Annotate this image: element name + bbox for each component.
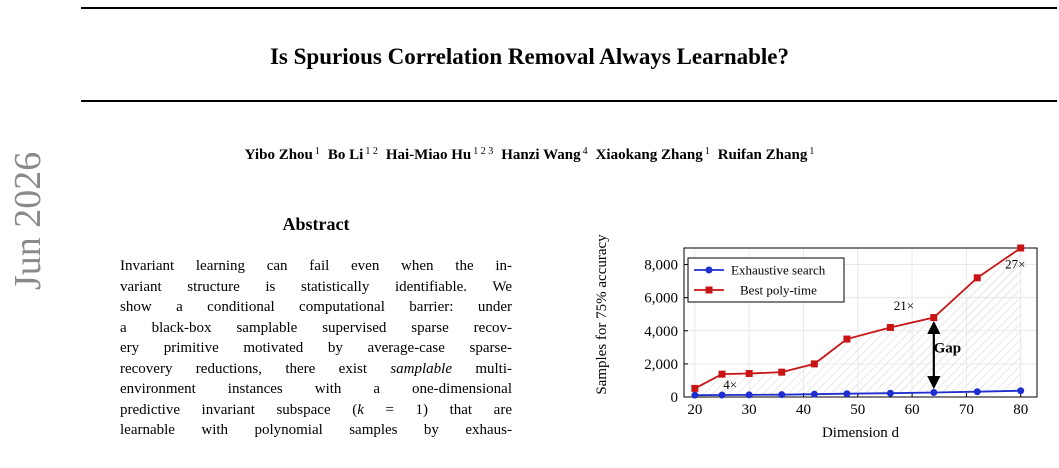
author-name: Hanzi Wang 4 <box>501 146 588 163</box>
x-tick-label: 50 <box>850 402 865 418</box>
data-point <box>843 390 851 398</box>
top-rule <box>81 7 1057 9</box>
annotation-label: 4× <box>723 377 737 392</box>
author-name: Bo Li 1 2 <box>327 146 378 163</box>
abstract-line: variant structure is statistically ident… <box>120 278 512 295</box>
author-affiliation: 1 2 <box>365 146 378 157</box>
x-tick-label: 70 <box>959 402 974 418</box>
data-point <box>778 391 786 399</box>
legend: Exhaustive search Best poly-time <box>687 257 845 303</box>
x-tick-label: 60 <box>905 402 920 418</box>
data-point <box>691 391 699 399</box>
data-point <box>886 323 894 331</box>
abstract-line: learnable with polynomial samples by exh… <box>120 422 512 438</box>
data-point <box>810 360 818 368</box>
x-tick-label: 20 <box>687 402 702 418</box>
annotation-label: 27× <box>1005 257 1025 272</box>
abstract-line: Invariant learning can fail even when th… <box>120 258 512 274</box>
legend-label: Best poly-time <box>740 283 817 298</box>
x-tick-label: 30 <box>742 402 757 418</box>
legend-marker <box>705 286 713 294</box>
data-point <box>810 390 818 398</box>
data-point <box>843 335 851 343</box>
author-affiliation: 1 2 3 <box>473 146 494 157</box>
data-point <box>745 369 753 377</box>
data-point <box>930 389 938 397</box>
x-axis-label: Dimension d <box>822 425 900 441</box>
data-point <box>745 391 753 399</box>
series-line <box>694 247 1022 390</box>
x-tick-label: 80 <box>1013 402 1028 418</box>
legend-box <box>687 257 845 303</box>
author-affiliation: 1 <box>809 146 815 157</box>
author-affiliation: 4 <box>582 146 588 157</box>
author-name: Yibo Zhou 1 <box>244 146 320 163</box>
abstract-line: ery primitive motivated by average-case … <box>120 340 512 356</box>
abstract-body: Invariant learning can fail even when th… <box>120 256 512 441</box>
abstract-line: environment instances with a one-dimensi… <box>120 381 512 397</box>
data-point <box>718 370 726 378</box>
paper-title: Is Spurious Correlation Removal Always L… <box>269 44 790 69</box>
x-tick-label: 40 <box>796 402 811 418</box>
annotation-label: 21× <box>894 298 914 313</box>
abstract-line: predictive invariant subspace (k = 1) th… <box>120 401 512 418</box>
author-name: Xiaokang Zhang 1 <box>595 146 710 163</box>
legend-label: Exhaustive search <box>731 263 826 278</box>
data-point <box>973 388 981 396</box>
author-list: Yibo Zhou 1 Bo Li 1 2 Hai-Miao Hu 1 2 3 Hanzi … <box>0 146 1059 164</box>
data-point <box>973 274 981 282</box>
y-axis-label: Samples for 75% accuracy <box>594 234 610 395</box>
abstract-line: show a conditional computational barrier… <box>120 299 512 315</box>
y-tick-label: 8,000 <box>644 258 678 274</box>
data-point <box>778 368 786 376</box>
y-tick-label: 0 <box>671 390 679 406</box>
author-affiliation: 1 <box>704 146 710 157</box>
author-affiliation: 1 <box>314 146 320 157</box>
y-tick-label: 2,000 <box>644 357 678 373</box>
y-tick-label: 4,000 <box>644 324 678 340</box>
abstract-heading: Abstract <box>282 214 350 234</box>
data-point <box>718 391 726 399</box>
abstract-line: a black-box samplable supervised sparse … <box>120 319 512 336</box>
abstract-line: recovery reductions, there exist samplab… <box>120 360 512 377</box>
series-line <box>694 389 1021 397</box>
data-point <box>886 389 894 397</box>
side-date-label: Jun 2026 <box>7 151 49 290</box>
author-name: Ruifan Zhang 1 <box>717 146 815 163</box>
data-point <box>930 314 938 322</box>
samples-vs-dimension-chart: 20 30 40 50 60 70 80 0 2,000 4,000 6,000 8,000 Dimen… <box>594 234 1038 441</box>
author-name: Hai-Miao Hu 1 2 3 <box>385 146 494 163</box>
legend-marker <box>705 266 713 274</box>
bottom-rule <box>81 100 1057 102</box>
data-point <box>1017 387 1025 395</box>
data-point <box>691 384 699 392</box>
y-tick-label: 6,000 <box>644 291 678 307</box>
plot-frame <box>683 247 1038 398</box>
annotation-label: Gap <box>934 340 962 356</box>
data-point <box>1017 244 1025 252</box>
